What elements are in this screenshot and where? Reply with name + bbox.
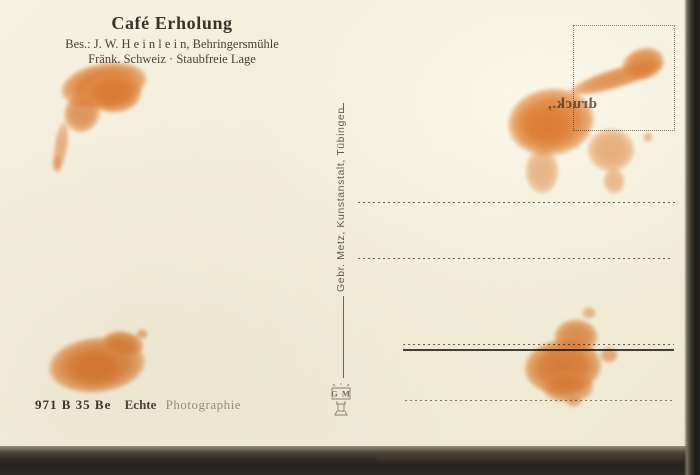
address-line-1 xyxy=(358,202,676,203)
scan-edge-right xyxy=(684,0,700,475)
divider-dash-top xyxy=(343,103,344,113)
photo-note-bold: Echte xyxy=(124,397,157,412)
serial-code: 971 B 35 Be xyxy=(35,397,112,412)
proprietor-line: Bes.: J. W. H e i n l e i n, Behringersm… xyxy=(65,36,279,51)
photo-note-light: Photographie xyxy=(165,397,241,412)
stain-bottom-left xyxy=(40,325,160,407)
publisher-logo-icon: G M xyxy=(331,383,351,416)
stamp-box xyxy=(573,25,675,131)
showthrough-mirrored-text: druck., xyxy=(547,96,597,112)
footer-line: 971 B 35 Be Echte Photographie xyxy=(35,397,241,413)
publisher-imprint-vertical: Gebr. Metz, Kunstanstalt, Tübingen xyxy=(335,107,347,292)
address-line-4 xyxy=(405,400,673,401)
location-line: Fränk. Schweiz · Staubfreie Lage xyxy=(88,52,256,67)
card-title: Café Erholung xyxy=(111,13,233,33)
stain-bottom-right xyxy=(510,305,632,413)
scan-edge-streak xyxy=(380,452,680,462)
stain-top-right xyxy=(495,40,673,202)
stain-top-left xyxy=(40,55,170,185)
address-line-3 xyxy=(403,344,674,345)
header-block: Café Erholung Bes.: J. W. H e i n l e i … xyxy=(44,13,300,66)
logo-monogram-text: G M xyxy=(331,389,351,399)
address-line-2 xyxy=(358,258,673,259)
divider-rule xyxy=(343,296,344,378)
